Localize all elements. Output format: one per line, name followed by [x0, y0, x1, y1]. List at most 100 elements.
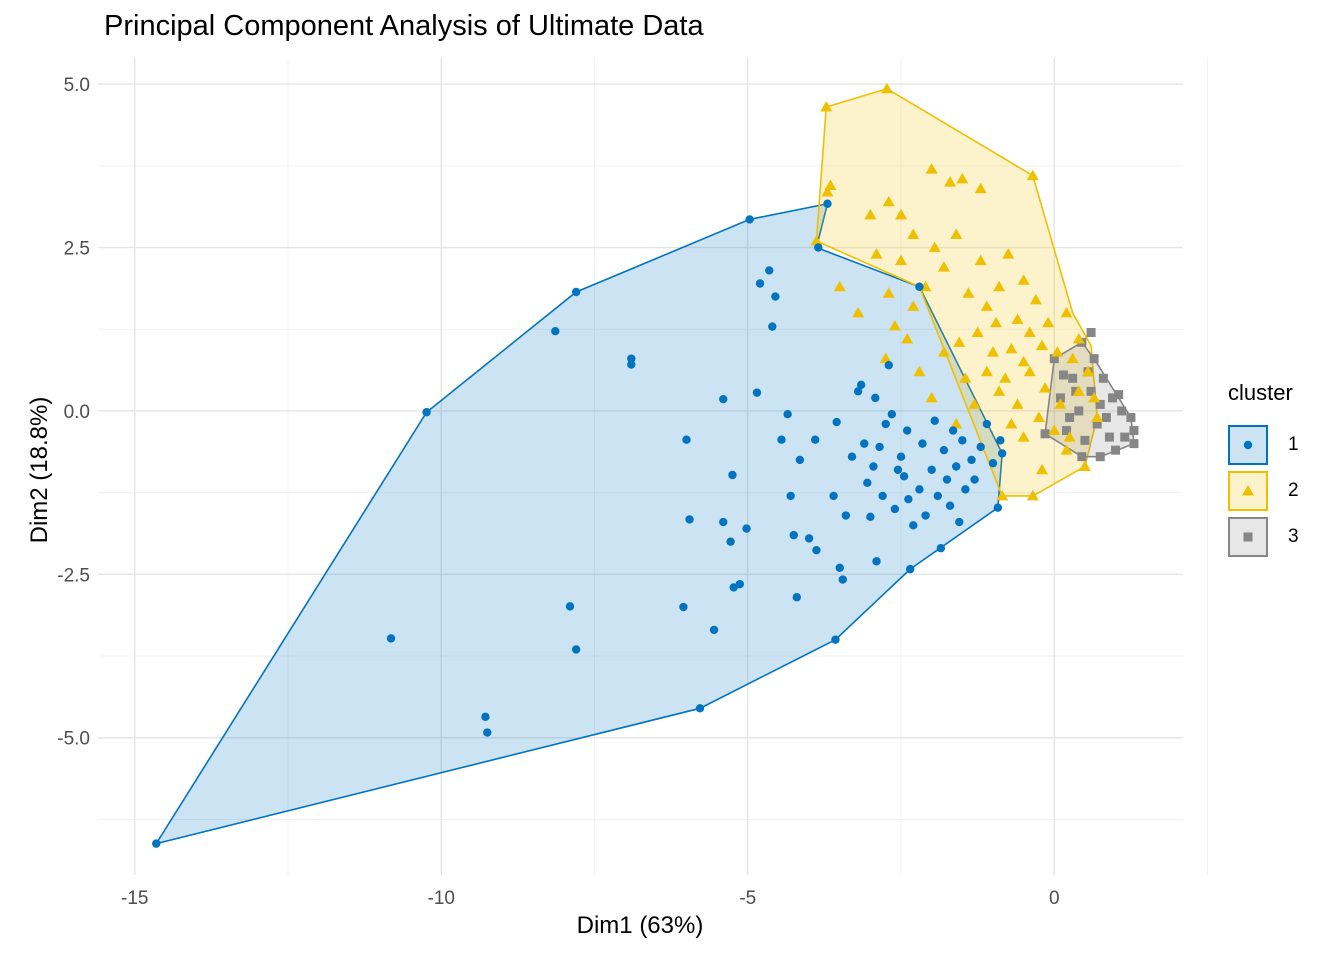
- cluster-2-point: [1029, 293, 1042, 305]
- cluster-1-point: [915, 485, 924, 494]
- cluster-1-point: [881, 419, 890, 429]
- cluster-1-point: [996, 436, 1005, 445]
- x-tick-label: 0: [1049, 888, 1060, 909]
- cluster-3-point: [1068, 373, 1078, 383]
- cluster-3-point: [1065, 412, 1075, 422]
- major-gridlines: [98, 58, 1183, 875]
- cluster-1-point: [961, 485, 970, 494]
- cluster-2-point: [870, 248, 883, 259]
- cluster-1-point: [893, 465, 903, 474]
- cluster-1-point: [930, 416, 939, 425]
- cluster-2-point: [968, 398, 981, 409]
- cluster-1-point: [795, 455, 805, 465]
- cluster-1-point: [835, 563, 844, 573]
- cluster-2-point: [1017, 274, 1030, 285]
- cluster-1-point: [918, 439, 927, 448]
- cluster-1-point: [831, 635, 840, 644]
- cluster-1-point: [863, 478, 872, 488]
- cluster-2-point: [1091, 411, 1104, 422]
- legend-key-3: [1228, 517, 1268, 557]
- cluster-3-point: [1086, 328, 1096, 338]
- cluster-2-point: [1078, 460, 1091, 471]
- cluster-1-point: [887, 410, 897, 419]
- cluster-3-point: [1117, 406, 1127, 416]
- cluster-2-point: [1060, 444, 1073, 455]
- cluster-1-point: [682, 435, 691, 444]
- cluster-2-point: [980, 300, 993, 311]
- cluster-2-point: [1023, 326, 1036, 338]
- cluster-1-point: [765, 266, 774, 275]
- cluster-2-point: [1032, 411, 1045, 422]
- minor-gridlines: [98, 58, 1209, 875]
- cluster-1-point: [735, 579, 745, 589]
- cluster-1-point: [483, 728, 492, 737]
- cluster-3-point: [1049, 354, 1059, 364]
- cluster-1-point: [811, 435, 820, 444]
- cluster-1-point: [768, 322, 777, 331]
- legend-label-1: 1: [1288, 434, 1299, 455]
- cluster-3-point: [1101, 412, 1111, 422]
- cluster-1-point: [786, 491, 795, 501]
- cluster-1-point: [955, 517, 964, 527]
- cluster-2-point: [1039, 382, 1052, 393]
- cluster-1-point: [709, 625, 719, 635]
- cluster-1-point: [860, 439, 869, 448]
- cluster-1-point: [679, 602, 688, 612]
- cluster-1-point: [909, 521, 918, 530]
- cluster-3-point: [1040, 429, 1050, 439]
- legend-symbol-1: [1243, 440, 1253, 450]
- cluster-2-point: [1051, 346, 1064, 357]
- legend-symbol-2: [1242, 485, 1254, 496]
- cluster-2-point: [879, 352, 892, 364]
- y-tick-label: 0.0: [64, 402, 90, 423]
- cluster-1-point: [899, 472, 909, 481]
- y-tick-label: 5.0: [64, 75, 90, 96]
- cluster-2-point: [1063, 431, 1076, 442]
- cluster-2-hull: [815, 87, 1098, 497]
- cluster-1-point: [783, 410, 792, 419]
- cluster-3-point: [1129, 439, 1139, 449]
- cluster-2-point: [925, 391, 938, 403]
- cluster-2-point: [820, 101, 833, 112]
- cluster-1-point: [902, 426, 912, 435]
- cluster-1-point: [890, 504, 900, 514]
- cluster-3-point: [1055, 393, 1065, 403]
- cluster-3-point: [1098, 373, 1108, 383]
- cluster-1-point: [726, 537, 735, 546]
- cluster-2-points: [810, 82, 1104, 501]
- cluster-2-point: [1036, 463, 1049, 475]
- cluster-1-point: [936, 544, 946, 553]
- cluster-3-point: [1062, 426, 1072, 436]
- cluster-1-point: [832, 417, 841, 427]
- cluster-1-point: [896, 452, 906, 461]
- cluster-1-point: [904, 494, 913, 504]
- cluster-1-point: [872, 557, 881, 566]
- cluster-1-point: [993, 503, 1003, 512]
- cluster-2-point: [824, 179, 837, 190]
- cluster-1-point: [627, 360, 636, 369]
- cluster-1-point: [997, 449, 1007, 458]
- cluster-1-point: [695, 704, 705, 713]
- cluster-1-point: [853, 387, 863, 396]
- cluster-3-point: [1080, 435, 1090, 445]
- cluster-2-point: [821, 185, 834, 197]
- cluster-3-point: [1074, 406, 1084, 416]
- cluster-2-point: [950, 418, 963, 429]
- cluster-2-point: [1048, 424, 1061, 436]
- cluster-1-point: [745, 215, 754, 224]
- cluster-1-point: [565, 602, 575, 611]
- cluster-1-point: [921, 511, 930, 520]
- cluster-2-point: [913, 365, 926, 377]
- cluster-1-point: [933, 491, 943, 501]
- legend-key-1: [1228, 425, 1268, 465]
- cluster-2-point: [986, 346, 999, 357]
- cluster-1-point: [927, 465, 936, 474]
- cluster-2-point: [974, 254, 987, 266]
- cluster-1-point: [951, 462, 961, 471]
- x-tick-label: -5: [739, 888, 756, 909]
- cluster-2-point: [882, 195, 895, 207]
- cluster-1-point: [967, 455, 976, 465]
- y-tick-label: 2.5: [64, 239, 90, 260]
- cluster-2-point: [1011, 313, 1024, 324]
- cluster-2-point: [953, 336, 966, 347]
